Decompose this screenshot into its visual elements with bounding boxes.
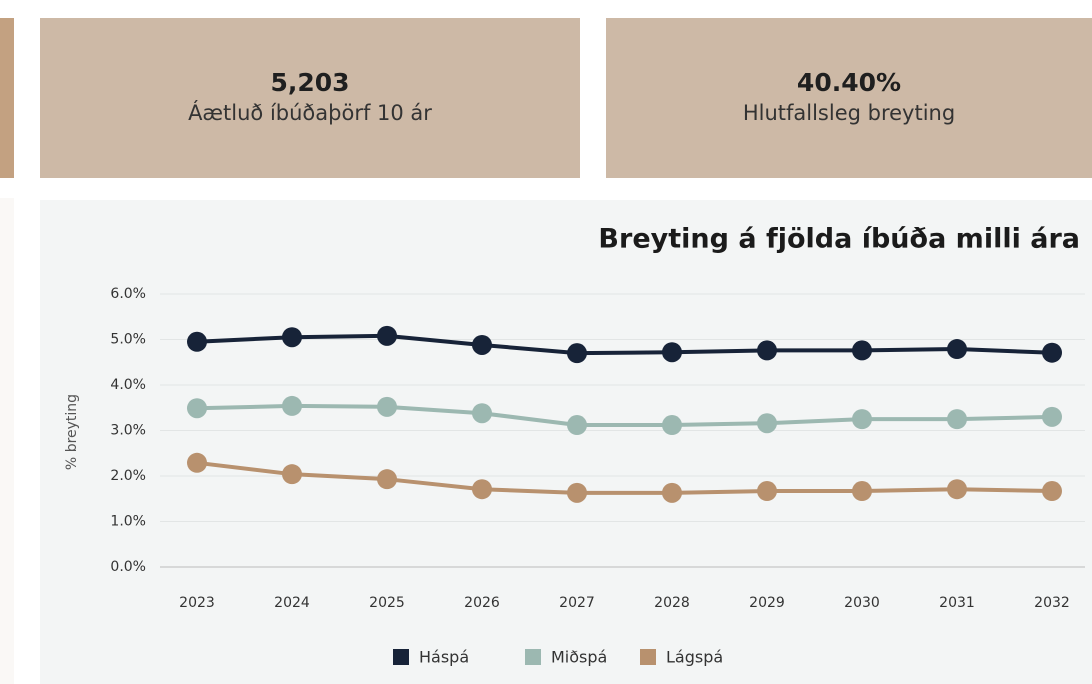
kpi-card: 40.40% Hlutfallsleg breyting (606, 18, 1092, 178)
chart: Breyting á fjölda íbúða milli ára % brey… (40, 200, 1092, 684)
kpi-value: 40.40% (796, 68, 902, 97)
legend-label: Miðspá (551, 648, 607, 667)
legend-label: Háspá (419, 648, 469, 667)
kpi-label: Hlutfallsleg breyting (742, 101, 956, 125)
x-tick-label: 2028 (654, 595, 690, 611)
y-axis-label: % breyting (64, 394, 80, 470)
y-tick-label: 6.0% (110, 286, 146, 302)
point (947, 339, 967, 360)
point (662, 342, 682, 363)
point (757, 340, 777, 361)
point (377, 469, 397, 490)
y-tick-label: 2.0% (110, 468, 146, 484)
point (1042, 406, 1062, 427)
x-tick-label: 2024 (274, 595, 310, 611)
point (1042, 481, 1062, 502)
point (852, 409, 872, 430)
legend-swatch (393, 649, 409, 665)
series-line (196, 460, 1053, 495)
kpi-label: Áætluð íbúðaþörf 10 ár (188, 101, 432, 125)
point (567, 415, 587, 436)
series-line (196, 333, 1053, 356)
x-tick-label: 2027 (559, 595, 595, 611)
point (377, 325, 397, 346)
point (1042, 342, 1062, 363)
y-tick-label: 4.0% (110, 377, 146, 393)
x-tick-label: 2025 (369, 595, 405, 611)
point (282, 464, 302, 485)
point (852, 481, 872, 502)
point (662, 482, 682, 503)
side-card (0, 18, 14, 178)
point (282, 395, 302, 416)
kpi-card: 5,203 Áætluð íbúðaþörf 10 ár (40, 18, 580, 178)
y-tick-label: 0.0% (110, 559, 146, 575)
point (567, 482, 587, 503)
x-tick-label: 2029 (749, 595, 785, 611)
legend-swatch (640, 649, 656, 665)
y-tick-label: 1.0% (110, 514, 146, 530)
point (662, 415, 682, 436)
chart-title: Breyting á fjölda íbúða milli ára (598, 224, 1080, 255)
point (377, 396, 397, 417)
x-tick-label: 2030 (844, 595, 880, 611)
point (187, 452, 207, 473)
point (282, 327, 302, 348)
y-tick-label: 5.0% (110, 332, 146, 348)
legend-swatch (525, 649, 541, 665)
point (472, 403, 492, 424)
point (567, 343, 587, 364)
point (187, 331, 207, 352)
point (947, 479, 967, 500)
x-tick-label: 2032 (1034, 595, 1070, 611)
series-line (196, 403, 1053, 428)
point (187, 398, 207, 419)
point (852, 340, 872, 361)
point (947, 409, 967, 430)
x-tick-label: 2026 (464, 595, 500, 611)
legend-label: Lágspá (666, 648, 723, 667)
point (757, 413, 777, 434)
x-tick-label: 2031 (939, 595, 975, 611)
x-tick-label: 2023 (179, 595, 215, 611)
point (472, 479, 492, 500)
side-panel (0, 198, 14, 684)
kpi-value: 5,203 (270, 68, 350, 97)
y-tick-label: 3.0% (110, 423, 146, 439)
point (472, 334, 492, 355)
point (757, 481, 777, 502)
